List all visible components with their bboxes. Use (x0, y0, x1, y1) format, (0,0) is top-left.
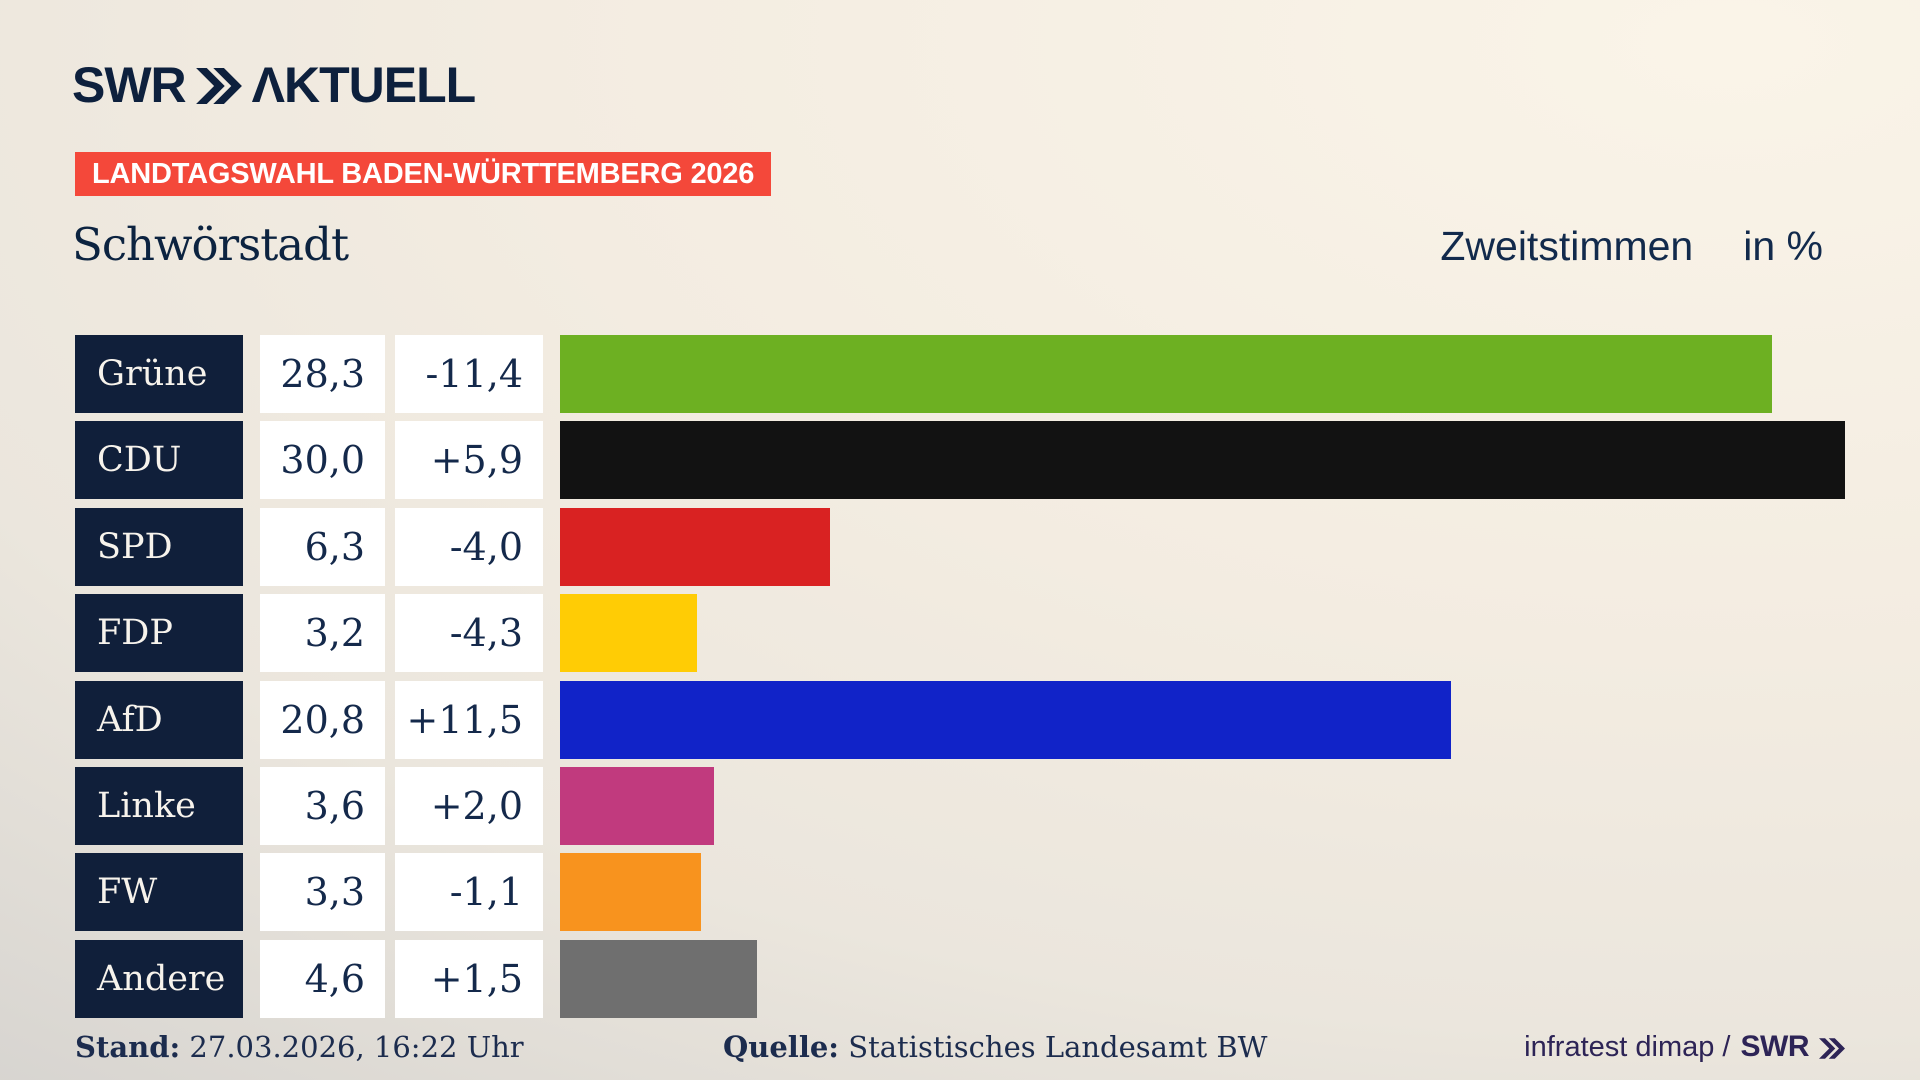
party-row: CDU 30,0 +5,9 (0, 421, 1920, 500)
credit-brand-text: SWR (1740, 1030, 1810, 1063)
bar-track (560, 335, 1920, 413)
stand-label: Stand: (75, 1030, 181, 1064)
value-box: 3,3 (260, 853, 385, 932)
party-label: SPD (75, 507, 243, 586)
value-box: 28,3 (260, 335, 385, 413)
bar-track (560, 421, 1920, 500)
quelle-label: Quelle: (723, 1030, 839, 1064)
stand-value: 27.03.2026, 16:22 Uhr (189, 1030, 524, 1064)
result-bar (560, 853, 702, 932)
result-bar (560, 766, 715, 845)
result-bar (560, 594, 698, 673)
quelle-value: Statistisches Landesamt BW (848, 1030, 1268, 1064)
party-label: Linke (75, 766, 243, 845)
party-label: AfD (75, 680, 243, 759)
value-box: 6,3 (260, 507, 385, 586)
party-label: CDU (75, 421, 243, 500)
value-box: 20,8 (260, 680, 385, 759)
result-bar (560, 680, 1451, 759)
swr-aktuell-logo: SWR ΛKTUELL (72, 57, 477, 113)
change-box: +11,5 (395, 680, 543, 759)
change-box: +5,9 (395, 421, 543, 500)
bar-track (560, 594, 1920, 673)
change-box: +1,5 (395, 939, 543, 1018)
logo-swr-text: SWR (72, 57, 187, 113)
logo-aktuell-text: ΛKTUELL (251, 57, 477, 113)
value-box: 30,0 (260, 421, 385, 500)
party-label: Andere (75, 939, 243, 1018)
party-row: Andere 4,6 +1,5 (0, 939, 1920, 1018)
change-box: -11,4 (395, 335, 543, 413)
value-box: 3,2 (260, 594, 385, 673)
result-bar (560, 335, 1773, 413)
party-label: FW (75, 853, 243, 932)
party-row: FW 3,3 -1,1 (0, 853, 1920, 932)
party-row: AfD 20,8 +11,5 (0, 680, 1920, 759)
credit-text: infratest dimap / (1524, 1030, 1731, 1063)
election-banner: LANDTAGSWAHL BADEN-WÜRTTEMBERG 2026 (75, 152, 772, 196)
change-box: -4,0 (395, 507, 543, 586)
result-bar (560, 939, 758, 1018)
party-row: Grüne 28,3 -11,4 (0, 335, 1920, 413)
change-box: +2,0 (395, 766, 543, 845)
party-row: Linke 3,6 +2,0 (0, 766, 1920, 845)
result-bar (560, 507, 830, 586)
bar-track (560, 507, 1920, 586)
stand-timestamp: Stand: 27.03.2026, 16:22 Uhr (75, 1030, 524, 1064)
agency-credit: infratest dimap / SWR (1524, 1030, 1845, 1064)
chart-rows: Grüne 28,3 -11,4 CDU 30,0 +5,9 SPD 6,3 -… (0, 335, 1920, 1018)
party-row: SPD 6,3 -4,0 (0, 507, 1920, 586)
party-label: Grüne (75, 335, 243, 413)
source-credit: Quelle: Statistisches Landesamt BW (723, 1030, 1267, 1064)
value-box: 3,6 (260, 766, 385, 845)
measure-title: Zweitstimmen in % (1440, 223, 1823, 270)
party-label: FDP (75, 594, 243, 673)
unit-label: in % (1743, 223, 1823, 269)
result-bar (560, 421, 1846, 500)
municipality-title: Schwörstadt (72, 218, 349, 271)
footer: Stand: 27.03.2026, 16:22 Uhr Quelle: Sta… (0, 1030, 1920, 1070)
bar-track (560, 766, 1920, 845)
change-box: -1,1 (395, 853, 543, 932)
party-row: FDP 3,2 -4,3 (0, 594, 1920, 673)
bar-track (560, 853, 1920, 932)
change-box: -4,3 (395, 594, 543, 673)
bar-track (560, 680, 1920, 759)
measure-label: Zweitstimmen (1440, 223, 1694, 269)
value-box: 4,6 (260, 939, 385, 1018)
bar-track (560, 939, 1920, 1018)
swr-chevrons-icon (195, 66, 242, 104)
credit-swr-chevrons-icon (1819, 1035, 1845, 1059)
